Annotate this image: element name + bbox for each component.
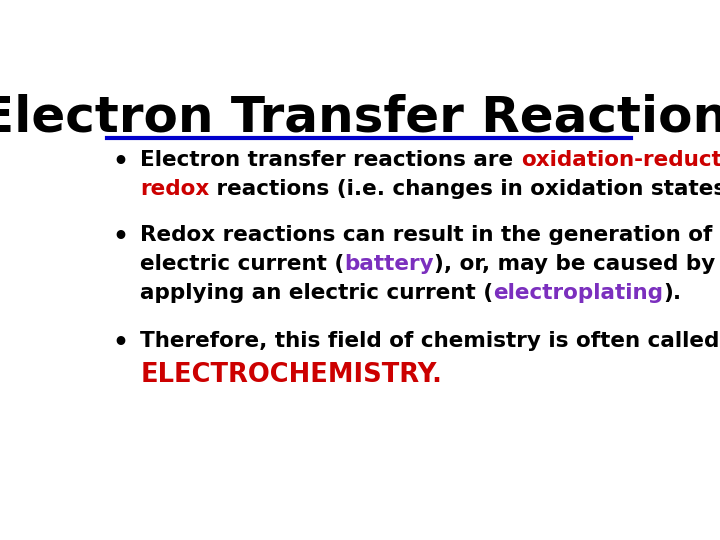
Text: ), or, may be caused by: ), or, may be caused by [434, 254, 716, 274]
Text: Electron Transfer Reactions: Electron Transfer Reactions [0, 94, 720, 142]
Text: battery: battery [344, 254, 434, 274]
Text: ).: ). [663, 283, 681, 303]
Text: Therefore, this field of chemistry is often called: Therefore, this field of chemistry is of… [140, 331, 719, 351]
Text: electroplating: electroplating [493, 283, 663, 303]
Text: electric current (: electric current ( [140, 254, 344, 274]
Text: Redox reactions can result in the generation of an: Redox reactions can result in the genera… [140, 225, 720, 245]
Text: oxidation-reduction: oxidation-reduction [521, 150, 720, 170]
Text: applying an electric current (: applying an electric current ( [140, 283, 493, 303]
Text: •: • [112, 150, 128, 174]
Text: reactions (i.e. changes in oxidation states).: reactions (i.e. changes in oxidation sta… [210, 179, 720, 199]
Text: •: • [112, 331, 128, 355]
Text: ELECTROCHEMISTRY.: ELECTROCHEMISTRY. [140, 362, 442, 388]
Text: Electron transfer reactions are: Electron transfer reactions are [140, 150, 521, 170]
Text: redox: redox [140, 179, 210, 199]
Text: •: • [112, 225, 128, 249]
